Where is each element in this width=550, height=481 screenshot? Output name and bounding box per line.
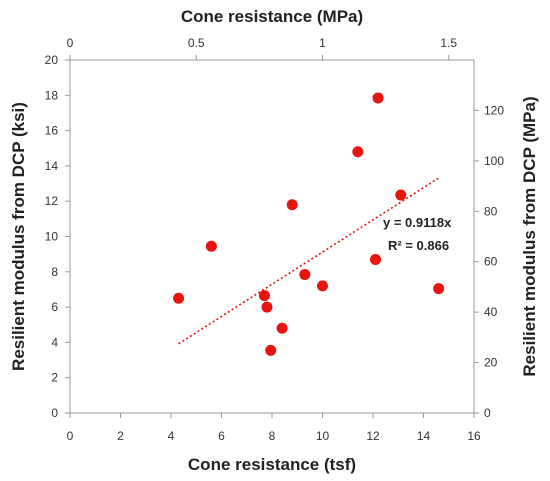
data-point xyxy=(372,92,384,104)
y-tick-label: 0 xyxy=(51,406,58,420)
data-point xyxy=(276,322,288,334)
y2-tick-label: 0 xyxy=(484,406,491,420)
y-tick-label: 16 xyxy=(45,124,59,138)
x2-axis-title: Cone resistance (MPa) xyxy=(181,7,363,26)
x-tick-label: 10 xyxy=(316,429,330,443)
trendline xyxy=(178,177,440,345)
plot-frame xyxy=(69,59,475,414)
trendline-equation: y = 0.9118x xyxy=(383,215,452,230)
y-tick-label: 14 xyxy=(45,159,59,173)
data-point xyxy=(173,292,185,304)
data-point xyxy=(286,199,298,211)
x2-tick-label: 0 xyxy=(67,36,74,50)
y2-tick-label: 80 xyxy=(484,204,498,218)
y-tick-label: 18 xyxy=(45,88,59,102)
points-layer xyxy=(173,92,445,356)
data-point xyxy=(395,189,407,201)
data-point xyxy=(265,344,277,356)
x-tick-label: 16 xyxy=(467,429,481,443)
y-tick-label: 12 xyxy=(45,194,59,208)
y-tick-label: 4 xyxy=(51,335,58,349)
x-tick-label: 12 xyxy=(366,429,380,443)
axes-layer: 0 2 4 6 8 10 12 14 160 0.5 1 1.50246810121416182002… xyxy=(45,36,505,443)
x-tick-label: 6 xyxy=(218,429,225,443)
x2-tick-label: 0.5 xyxy=(188,36,205,50)
data-point xyxy=(317,280,328,292)
x2-tick-label: 1.5 xyxy=(440,36,457,50)
x-tick-label: 0 xyxy=(67,429,74,443)
labels-layer: Cone resistance (tsf) Cone resistance (M… xyxy=(9,7,539,474)
data-point xyxy=(352,146,364,158)
y2-tick-label: 100 xyxy=(484,154,504,168)
y2-tick-label: 40 xyxy=(484,305,498,319)
x2-tick-label: 1 xyxy=(319,36,326,50)
trendline-r-squared: R² = 0.866 xyxy=(388,238,449,253)
data-point xyxy=(299,268,311,280)
x-tick-label: 14 xyxy=(417,429,431,443)
data-point xyxy=(370,253,382,265)
y-tick-label: 20 xyxy=(45,53,59,67)
x-tick-label: 4 xyxy=(168,429,175,443)
y2-tick-label: 60 xyxy=(484,255,498,269)
data-point xyxy=(258,290,270,302)
y-tick-label: 10 xyxy=(45,230,59,244)
y-tick-label: 8 xyxy=(51,265,58,279)
y-axis-title: Resilient modulus from DCP (ksi) xyxy=(9,102,28,371)
y2-tick-label: 20 xyxy=(484,356,498,370)
y2-tick-label: 120 xyxy=(484,103,504,117)
x-tick-label: 2 xyxy=(117,429,124,443)
x-tick-label: 8 xyxy=(269,429,276,443)
data-point xyxy=(261,301,273,313)
y2-axis-title: Resilient modulus from DCP (MPa) xyxy=(520,96,539,376)
data-point xyxy=(205,240,217,252)
trend-layer xyxy=(178,177,440,345)
y-tick-label: 6 xyxy=(51,300,58,314)
x-axis-title: Cone resistance (tsf) xyxy=(188,455,356,474)
data-point xyxy=(433,283,445,295)
y-tick-label: 2 xyxy=(51,371,58,385)
